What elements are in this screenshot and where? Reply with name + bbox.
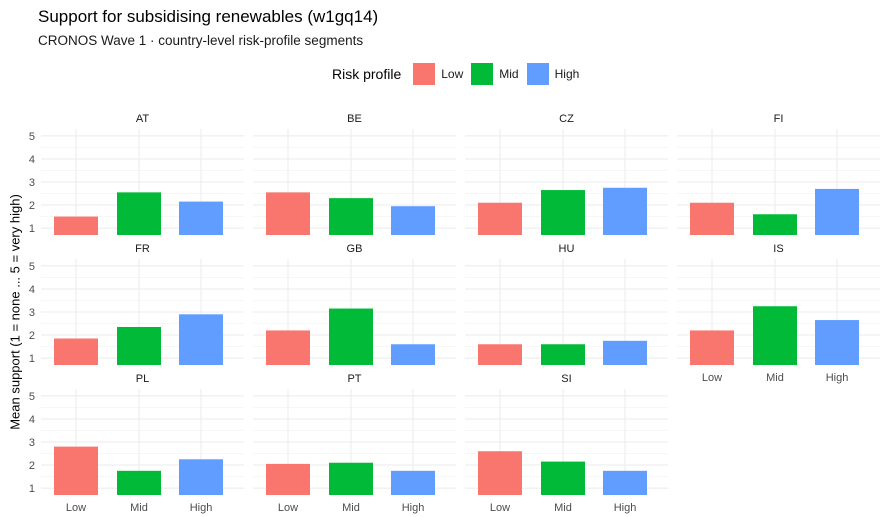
y-tick-label: 3 (29, 177, 35, 189)
facet-strip-label: PT (347, 373, 361, 385)
x-tick-label: Mid (130, 502, 148, 514)
bar-pl-high (179, 459, 223, 495)
bar-be-mid (329, 198, 373, 235)
bar-cz-high (603, 187, 647, 235)
bar-fr-high (179, 314, 223, 365)
legend: Risk profile Low Mid High (332, 61, 587, 87)
bar-hu-mid (541, 344, 585, 365)
bar-is-high (815, 320, 859, 365)
chart-subtitle: CRONOS Wave 1 · country-level risk-profi… (38, 33, 364, 48)
facet-panel-fr: FR 1 2 3 4 5 (29, 243, 244, 365)
bar-at-high (179, 201, 223, 235)
facet-panel-be: BE (253, 113, 456, 235)
legend-key-high (526, 63, 549, 85)
legend-item-low: Low (413, 63, 463, 85)
facet-strip-label: BE (347, 113, 362, 125)
x-tick-label: Mid (342, 502, 360, 514)
bar-gb-mid (329, 308, 373, 365)
x-tick-label: Low (490, 502, 510, 514)
bar-gb-low (266, 330, 310, 365)
y-tick-label: 5 (29, 261, 35, 273)
bar-is-low (690, 330, 734, 365)
legend-label-low: Low (441, 67, 464, 81)
bar-hu-low (478, 344, 522, 365)
bar-si-high (603, 470, 647, 495)
x-tick-label: High (614, 502, 637, 514)
y-tick-label: 5 (29, 131, 35, 143)
legend-label-high: High (554, 67, 580, 81)
facet-panel-fi: FI (677, 113, 880, 235)
bar-cz-low (478, 202, 522, 235)
bar-at-low (54, 216, 98, 235)
y-tick-label: 4 (29, 284, 35, 296)
y-tick-label: 4 (29, 154, 35, 166)
bar-is-mid (753, 306, 797, 365)
facet-strip-label: IS (773, 243, 783, 255)
x-tick-label: Mid (766, 372, 784, 384)
legend-label-mid: Mid (499, 67, 519, 81)
bar-be-high (391, 206, 435, 235)
y-tick-label: 1 (29, 483, 35, 495)
facet-panel-pt: PT Low Mid High (253, 373, 456, 514)
facet-strip-label: CZ (559, 113, 574, 125)
bar-si-mid (541, 461, 585, 495)
legend-key-mid (471, 63, 494, 85)
y-tick-label: 1 (29, 353, 35, 365)
bar-pt-mid (329, 462, 373, 495)
bar-fi-mid (753, 214, 797, 235)
x-tick-label: Low (66, 502, 86, 514)
bar-at-mid (117, 192, 161, 235)
bar-si-low (478, 451, 522, 495)
x-tick-label: High (826, 372, 849, 384)
facet-strip-label: SI (561, 373, 571, 385)
facet-panel-gb: GB (253, 243, 456, 365)
facet-panel-si: SI Low Mid High (465, 373, 668, 514)
bar-fr-mid (117, 326, 161, 365)
x-tick-label: Low (278, 502, 298, 514)
bar-pt-low (266, 463, 310, 495)
y-tick-label: 1 (29, 223, 35, 235)
facet-strip-label: AT (136, 113, 150, 125)
facet-strip-label: GB (347, 243, 363, 255)
y-tick-label: 4 (29, 414, 35, 426)
bar-fr-low (54, 338, 98, 365)
legend-key-low (413, 63, 436, 85)
x-tick-label: Mid (554, 502, 572, 514)
bar-pl-mid (117, 470, 161, 495)
bar-pl-low (54, 446, 98, 495)
y-tick-label: 2 (29, 330, 35, 342)
bar-fi-low (690, 202, 734, 235)
facet-panel-at: AT 1 2 3 4 5 (29, 113, 244, 235)
y-tick-label: 3 (29, 437, 35, 449)
legend-item-mid: Mid (471, 63, 519, 85)
facet-strip-label: PL (136, 373, 149, 385)
bar-pt-high (391, 470, 435, 495)
y-tick-label: 5 (29, 391, 35, 403)
legend-title: Risk profile (332, 66, 402, 82)
facet-panel-pl: PL 1 2 3 4 5 Low Mid High (29, 373, 244, 514)
facet-strip-label: FI (774, 113, 784, 125)
facet-strip-label: FR (135, 243, 150, 255)
facet-strip-label: HU (559, 243, 575, 255)
bar-fi-high (815, 188, 859, 235)
bar-hu-high (603, 340, 647, 365)
x-tick-label: Low (702, 372, 722, 384)
bar-be-low (266, 192, 310, 235)
x-tick-label: High (190, 502, 213, 514)
facet-panel-cz: CZ (465, 113, 668, 235)
x-tick-label: High (402, 502, 425, 514)
y-tick-label: 2 (29, 200, 35, 212)
facet-panel-is: IS Low Mid High (677, 243, 880, 384)
bar-cz-mid (541, 190, 585, 235)
chart-title: Support for subsidising renewables (w1gq… (38, 7, 379, 26)
facet-panel-hu: HU (465, 243, 668, 365)
bar-gb-high (391, 344, 435, 365)
y-tick-label: 3 (29, 307, 35, 319)
y-tick-label: 2 (29, 460, 35, 472)
legend-item-high: High (526, 63, 580, 85)
